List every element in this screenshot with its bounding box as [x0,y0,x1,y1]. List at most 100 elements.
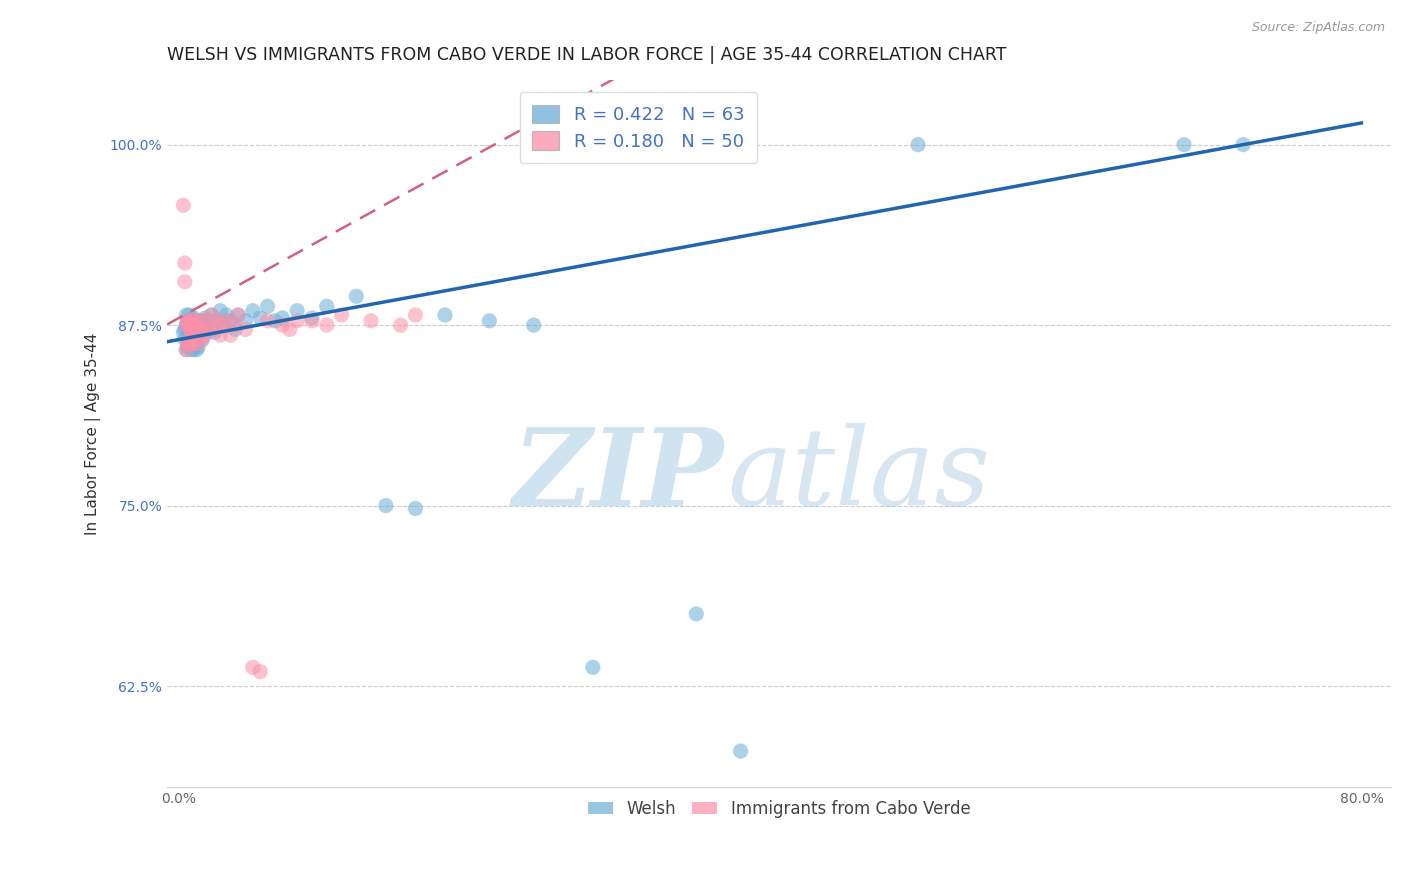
Point [177,340,200,354]
Point [209,303,232,318]
Point [226,308,249,322]
Point [186,318,208,332]
Point [187,328,209,343]
Point [301,310,323,325]
Point [226,308,249,322]
Point [184,314,207,328]
Point [188,326,211,340]
Y-axis label: In Labor Force | Age 35-44: In Labor Force | Age 35-44 [86,332,101,534]
Legend: Welsh, Immigrants from Cabo Verde: Welsh, Immigrants from Cabo Verde [581,794,977,825]
Point [224,318,246,332]
Point [285,303,308,318]
Point [190,333,212,347]
Point [685,607,707,621]
Point [523,318,546,332]
Point [180,328,202,343]
Point [181,337,204,351]
Point [374,499,396,513]
Point [191,322,214,336]
Point [207,314,229,328]
Point [180,314,202,328]
Point [176,318,198,332]
Point [176,318,198,332]
Point [176,343,198,357]
Point [176,308,198,322]
Point [256,314,278,328]
Point [235,322,257,336]
Point [730,744,752,758]
Point [173,275,195,289]
Point [183,333,205,347]
Point [200,308,222,322]
Text: Source: ZipAtlas.com: Source: ZipAtlas.com [1251,21,1385,35]
Point [389,318,412,332]
Point [271,318,294,332]
Point [177,314,200,328]
Point [285,314,308,328]
Point [184,337,207,351]
Point [215,308,238,322]
Point [404,501,426,516]
Point [219,328,242,343]
Point [179,333,201,347]
Point [219,314,242,328]
Point [173,333,195,347]
Point [242,660,264,674]
Point [242,303,264,318]
Point [404,308,426,322]
Point [249,310,271,325]
Point [193,328,215,343]
Text: ZIP: ZIP [513,423,724,529]
Point [183,326,205,340]
Point [194,310,217,325]
Point [271,310,294,325]
Point [183,343,205,357]
Point [173,256,195,270]
Point [315,299,337,313]
Point [907,137,929,152]
Point [344,289,367,303]
Point [172,326,194,340]
Point [187,318,209,332]
Point [172,198,194,212]
Point [190,314,212,328]
Point [197,314,219,328]
Point [179,318,201,332]
Point [212,318,235,332]
Point [249,665,271,679]
Point [180,337,202,351]
Point [180,343,202,357]
Point [191,333,214,347]
Point [181,318,204,332]
Point [177,322,200,336]
Point [582,660,605,674]
Point [193,318,215,332]
Point [235,314,257,328]
Point [434,308,457,322]
Point [186,343,208,357]
Text: atlas: atlas [728,423,991,528]
Point [204,322,226,336]
Point [195,326,218,340]
Point [173,322,195,336]
Point [215,314,238,328]
Point [184,318,207,332]
Point [184,326,207,340]
Point [360,314,382,328]
Point [187,340,209,354]
Point [278,322,301,336]
Point [301,314,323,328]
Point [180,318,202,332]
Point [256,299,278,313]
Point [179,308,201,322]
Point [180,326,202,340]
Point [177,314,200,328]
Point [186,322,208,336]
Point [1173,137,1195,152]
Point [207,314,229,328]
Point [188,314,211,328]
Point [197,322,219,336]
Point [176,343,198,357]
Point [179,333,201,347]
Point [224,322,246,336]
